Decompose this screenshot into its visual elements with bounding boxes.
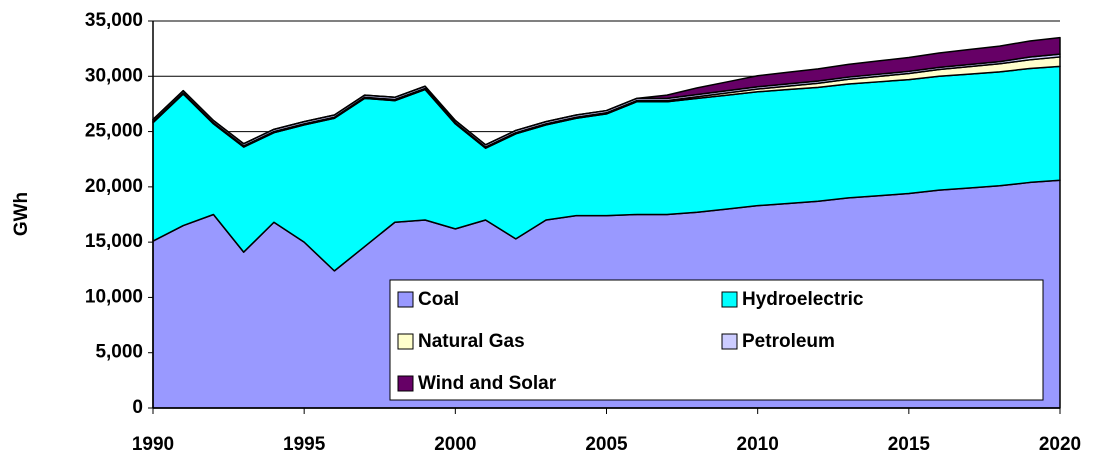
- area: [152, 36, 1061, 146]
- x-tick-label: 2020: [1039, 434, 1081, 455]
- y-tick-label: 10,000: [85, 286, 143, 307]
- legend-swatch: [397, 291, 414, 308]
- legend-label: Hydroelectric: [742, 289, 864, 310]
- y-tick-label: 15,000: [85, 231, 143, 252]
- legend-swatch: [721, 333, 738, 350]
- legend-label: Coal: [418, 289, 459, 310]
- legend-label: Natural Gas: [418, 331, 525, 352]
- legend-swatch: [721, 291, 738, 308]
- x-tick-label: 2015: [888, 434, 931, 455]
- y-tick-label: 30,000: [85, 65, 143, 86]
- y-tick-label: 0: [132, 397, 143, 418]
- x-tick-label: 2000: [434, 434, 476, 455]
- y-tick-label: 35,000: [85, 10, 143, 31]
- x-tick-label: 1995: [283, 434, 326, 455]
- x-tick-label: 1990: [132, 434, 174, 455]
- legend-swatch: [397, 375, 414, 392]
- y-tick-label: 25,000: [85, 121, 143, 142]
- y-tick-label: 20,000: [85, 176, 143, 197]
- x-tick-label: 2010: [737, 434, 779, 455]
- legend-box: [389, 279, 1044, 401]
- legend-swatch: [397, 333, 414, 350]
- x-tick-label: 2005: [585, 434, 628, 455]
- y-axis-label: GWh: [11, 192, 32, 236]
- legend-label: Wind and Solar: [418, 373, 557, 394]
- y-tick-label: 5,000: [95, 342, 143, 363]
- legend-label: Petroleum: [742, 331, 835, 352]
